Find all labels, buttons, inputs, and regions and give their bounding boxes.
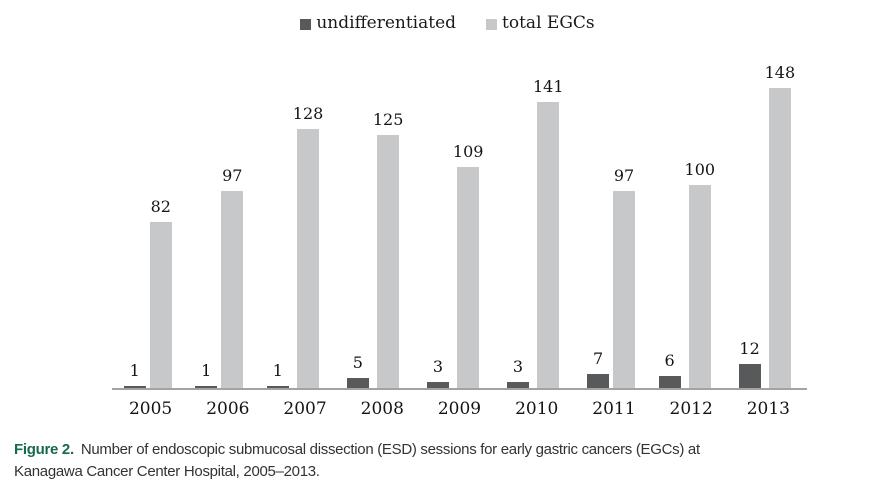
figure-caption-label: Figure 2. [14, 441, 74, 458]
bar-total-egcs-2008: 125 [372, 110, 404, 388]
bar [426, 382, 449, 388]
x-tick-2006: 2006 [206, 399, 250, 419]
value-label: 1 [201, 361, 212, 380]
bar [688, 185, 711, 388]
x-tick-2010: 2010 [515, 399, 559, 419]
bar-group-2006: 1 97 [195, 166, 244, 388]
bar-undifferentiated-2008: 5 [346, 353, 369, 388]
bar-undifferentiated-2005: 1 [123, 361, 146, 388]
bar [195, 386, 218, 388]
bar-total-egcs-2007: 128 [292, 104, 324, 388]
x-axis-line [112, 388, 807, 390]
bar-group-2010: 3 141 [506, 79, 564, 388]
bar-undifferentiated-2011: 7 [587, 349, 610, 388]
chart-legend: undifferentiated total EGCs [0, 13, 895, 33]
bar-group-2009: 3 109 [426, 142, 484, 388]
legend-label: undifferentiated [316, 13, 457, 33]
value-label: 1 [129, 361, 140, 380]
figure-caption-text: Number of endoscopic submucosal dissecti… [14, 441, 700, 480]
legend-swatch-light-icon [486, 18, 498, 30]
x-tick-2012: 2012 [669, 399, 713, 419]
value-label: 148 [764, 63, 796, 82]
value-label: 82 [150, 197, 171, 216]
bar-total-egcs-2009: 109 [452, 142, 484, 388]
bar-group-2007: 1 128 [266, 104, 324, 388]
bar [266, 386, 289, 388]
bar-group-2011: 7 97 [587, 166, 636, 388]
value-label: 128 [292, 104, 324, 123]
bar-undifferentiated-2010: 3 [506, 357, 529, 388]
bar [537, 102, 560, 388]
x-tick-2007: 2007 [283, 399, 327, 419]
bar-total-egcs-2006: 97 [221, 166, 244, 388]
bar-total-egcs-2011: 97 [613, 166, 636, 388]
x-tick-2011: 2011 [592, 399, 636, 419]
bar-undifferentiated-2009: 3 [426, 357, 449, 388]
value-label: 141 [532, 77, 564, 96]
bar-groups: 1 82 1 97 1 128 5 125 3 109 3 141 7 97 6 100 12 148 [112, 60, 807, 388]
bar-total-egcs-2010: 141 [533, 79, 564, 388]
figure-caption: Figure 2. Number of endoscopic submucosal… [14, 439, 769, 483]
bar [149, 222, 172, 388]
value-label: 1 [272, 361, 283, 380]
bar [658, 376, 681, 388]
bar-total-egcs-2012: 100 [684, 160, 716, 388]
bar [457, 167, 480, 388]
x-axis-tick-labels: 2005 2006 2007 2008 2009 2010 2011 2012 2013 [112, 399, 807, 419]
value-label: 100 [684, 160, 716, 179]
x-tick-2008: 2008 [360, 399, 404, 419]
bar-group-2013: 12 148 [738, 63, 796, 388]
bar [221, 191, 244, 388]
bar [297, 129, 320, 388]
bar [613, 191, 636, 388]
value-label: 3 [432, 357, 443, 376]
value-label: 125 [372, 110, 404, 129]
bar-undifferentiated-2012: 6 [658, 351, 681, 388]
bar-undifferentiated-2013: 12 [738, 339, 761, 388]
x-tick-2005: 2005 [128, 399, 173, 419]
bar-group-2008: 5 125 [346, 110, 404, 388]
value-label: 97 [613, 166, 635, 185]
bar-group-2012: 6 100 [658, 160, 716, 388]
legend-item-total-egcs: total EGCs [486, 13, 595, 33]
x-tick-2009: 2009 [437, 399, 482, 419]
bar [768, 88, 791, 388]
legend-swatch-dark-icon [300, 18, 312, 30]
legend-item-undifferentiated: undifferentiated [300, 13, 456, 33]
bar-chart-plot: 1 82 1 97 1 128 5 125 3 109 3 141 7 97 6 100 12 148 [112, 60, 807, 388]
bar [738, 364, 761, 388]
bar [587, 374, 610, 388]
legend-label: total EGCs [502, 13, 595, 33]
bar-total-egcs-2013: 148 [764, 63, 796, 388]
bar [506, 382, 529, 388]
value-label: 109 [452, 142, 484, 161]
bar [346, 378, 369, 388]
bar-undifferentiated-2007: 1 [266, 361, 289, 388]
x-tick-2013: 2013 [746, 399, 790, 419]
value-label: 3 [512, 357, 524, 376]
bar-total-egcs-2005: 82 [149, 197, 172, 388]
value-label: 7 [592, 349, 604, 368]
bar [377, 135, 400, 388]
bar [123, 386, 146, 388]
value-label: 12 [739, 339, 760, 358]
bar-group-2005: 1 82 [123, 197, 172, 388]
value-label: 5 [352, 353, 363, 372]
bar-undifferentiated-2006: 1 [195, 361, 218, 388]
value-label: 97 [222, 166, 243, 185]
value-label: 6 [664, 351, 675, 370]
